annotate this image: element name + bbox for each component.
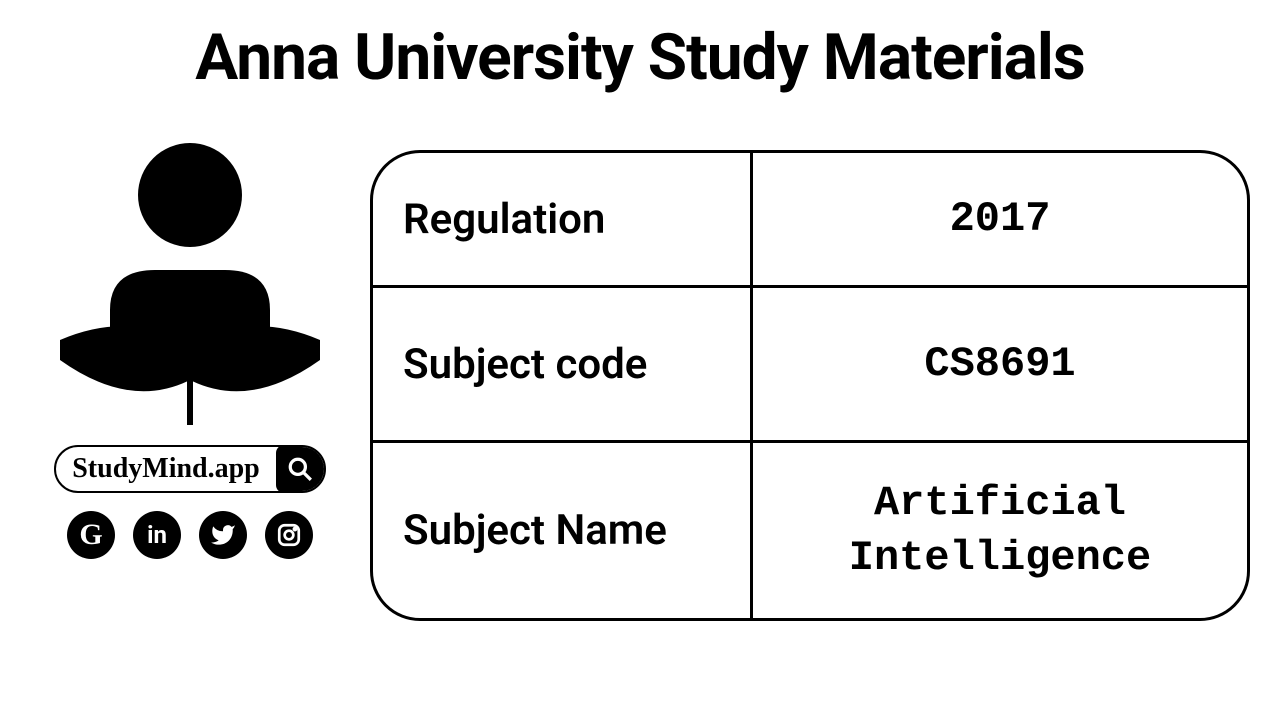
brand-text: StudyMind.app [56, 453, 276, 485]
table-row: Regulation 2017 [373, 153, 1247, 288]
sidebar: StudyMind.app G in [30, 135, 350, 559]
info-table: Regulation 2017 Subject code CS8691 Subj… [370, 150, 1250, 621]
linkedin-icon[interactable]: in [133, 511, 181, 559]
subject-code-value: CS8691 [753, 288, 1247, 440]
twitter-glyph [210, 522, 236, 548]
content-area: StudyMind.app G in [0, 95, 1280, 621]
page-title: Anna University Study Materials [0, 0, 1280, 95]
social-icons-row: G in [67, 511, 313, 559]
instagram-icon[interactable] [265, 511, 313, 559]
subject-code-label: Subject code [373, 288, 753, 440]
twitter-icon[interactable] [199, 511, 247, 559]
regulation-value: 2017 [753, 153, 1247, 285]
table-row: Subject Name Artificial Intelligence [373, 443, 1247, 618]
linkedin-glyph: in [147, 521, 167, 549]
search-button[interactable] [276, 445, 324, 493]
table-row: Subject code CS8691 [373, 288, 1247, 443]
subject-name-value: Artificial Intelligence [753, 443, 1247, 618]
google-glyph: G [79, 518, 102, 552]
google-icon[interactable]: G [67, 511, 115, 559]
reader-icon [50, 135, 330, 435]
subject-name-label: Subject Name [373, 443, 753, 618]
search-icon [287, 456, 313, 482]
brand-search-pill[interactable]: StudyMind.app [54, 445, 326, 493]
instagram-glyph [276, 522, 302, 548]
regulation-label: Regulation [373, 153, 753, 285]
